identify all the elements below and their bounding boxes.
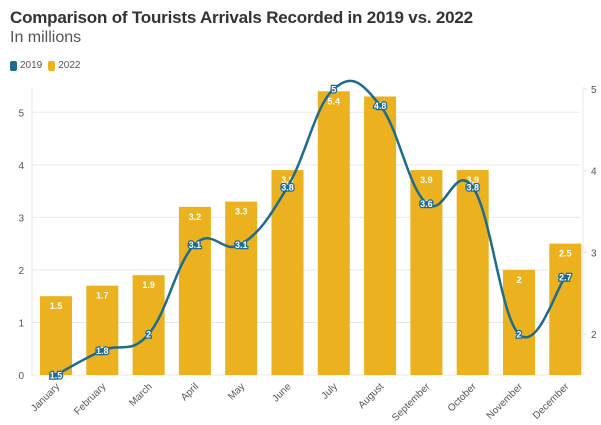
- line-point-2019: [515, 330, 523, 338]
- bar-data-label: 1.7: [96, 291, 109, 301]
- bar-data-label: 2.5: [559, 249, 572, 259]
- bar-data-label: 1.5: [50, 301, 63, 311]
- bar-data-label: 3.9: [466, 175, 479, 185]
- bar-2022: [40, 296, 72, 375]
- line-data-label: 3.1: [235, 240, 248, 250]
- bar-2022: [271, 170, 304, 375]
- line-point-2019: [145, 330, 153, 338]
- legend-swatch-2022: [48, 60, 56, 71]
- x-axis-tick-label: April: [179, 381, 201, 403]
- x-axis-tick-label: June: [271, 381, 294, 404]
- right-axis-tick-label: 4: [591, 167, 597, 178]
- left-axis-tick-label: 1: [18, 318, 24, 329]
- bar-data-label: 3.9: [281, 175, 294, 185]
- bar-2022: [456, 170, 489, 375]
- bar-data-label: 3.2: [189, 212, 202, 222]
- legend-item-2019[interactable]: 2019: [10, 60, 42, 71]
- line-point-2019: [191, 240, 199, 248]
- bar-2022: [503, 269, 535, 375]
- line-data-label: 3.8: [466, 183, 479, 193]
- legend-swatch-2019: [10, 60, 17, 71]
- left-axis-tick-label: 5: [18, 108, 24, 119]
- bar-2022: [132, 275, 165, 375]
- x-axis-tick-label: March: [127, 381, 154, 408]
- legend-label: 2019: [20, 60, 43, 71]
- line-point-2019: [284, 183, 291, 191]
- legend-label: 2022: [58, 60, 81, 71]
- line-2019: [55, 79, 567, 377]
- x-axis-tick-label: December: [531, 381, 572, 422]
- legend-item-2022[interactable]: 2022: [48, 60, 81, 71]
- x-axis-tick-label: July: [320, 381, 340, 401]
- x-axis-tick-label: November: [485, 381, 526, 422]
- line-point-2019: [52, 371, 60, 379]
- line-point-2019: [237, 240, 245, 248]
- line-point-2019: [422, 199, 430, 207]
- line-point-2019: [98, 347, 106, 354]
- line-data-label: 2: [146, 330, 151, 340]
- x-axis-tick-label: January: [29, 381, 62, 414]
- line-data-label: 3.1: [189, 240, 202, 250]
- line-data-label: 3.6: [420, 199, 433, 209]
- bar-2022: [549, 243, 582, 375]
- x-axis-tick-label: October: [446, 381, 479, 414]
- bar-data-label: 5.4: [328, 96, 341, 106]
- line-point-2019: [376, 101, 384, 109]
- line-point-2019: [330, 85, 338, 93]
- x-axis-tick-label: February: [72, 381, 108, 417]
- line-data-label: 4.8: [374, 101, 387, 111]
- bar-data-label: 3.3: [235, 207, 248, 217]
- left-axis-tick-label: 0: [18, 371, 24, 382]
- line-data-label: 2.7: [559, 272, 572, 282]
- chart-subtitle: In millions: [10, 29, 82, 46]
- left-axis-tick-label: 4: [18, 161, 24, 172]
- left-axis-tick-label: 2: [18, 266, 24, 277]
- line-point-2019: [469, 183, 477, 191]
- bar-2022: [86, 285, 119, 375]
- line-data-label: 1.5: [50, 371, 63, 381]
- bar-2022: [317, 91, 350, 375]
- bar-data-label: 3.9: [420, 175, 433, 185]
- x-axis-tick-label: September: [390, 381, 433, 424]
- bar-data-label: 2: [516, 275, 521, 285]
- line-data-label: 3.8: [281, 183, 294, 193]
- line-data-label: 1.8: [96, 346, 109, 356]
- right-axis-tick-label: 5: [591, 85, 597, 96]
- legend: 2019 2022: [10, 60, 87, 71]
- bar-2022: [178, 206, 211, 375]
- bar-2022: [225, 201, 258, 375]
- right-axis-tick-label: 3: [591, 248, 597, 259]
- bar-2022: [364, 96, 397, 375]
- right-axis-tick-label: 2: [591, 330, 597, 341]
- x-axis-tick-label: August: [356, 381, 386, 411]
- line-point-2019: [561, 273, 569, 281]
- left-axis-tick-label: 3: [18, 213, 24, 224]
- x-axis-tick-label: May: [226, 381, 247, 402]
- chart-title: Comparison of Tourists Arrivals Recorded…: [10, 8, 473, 27]
- line-data-label: 5: [331, 85, 336, 95]
- bar-data-label: 1.9: [142, 280, 155, 290]
- line-data-label: 2: [516, 330, 521, 340]
